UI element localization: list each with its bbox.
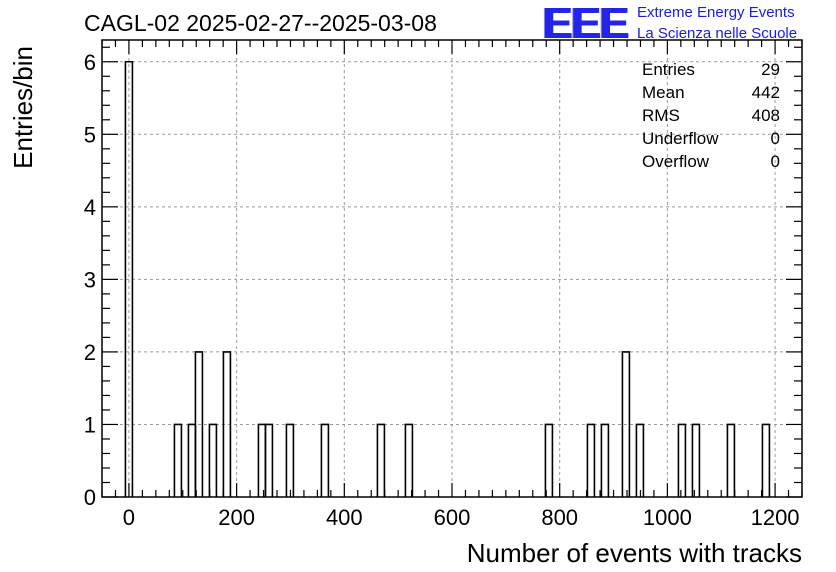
stat-label: Mean bbox=[642, 83, 685, 102]
stat-value: 408 bbox=[751, 106, 780, 125]
stat-label: Overflow bbox=[642, 152, 710, 171]
histogram-bar bbox=[586, 423, 596, 497]
x-tick-label: 800 bbox=[541, 505, 578, 530]
histogram-bar bbox=[173, 423, 183, 497]
histogram-bar bbox=[635, 423, 645, 497]
y-tick-label: 2 bbox=[84, 340, 96, 365]
x-tick-label: 600 bbox=[434, 505, 471, 530]
histogram-bar bbox=[264, 423, 274, 497]
y-tick-label: 5 bbox=[84, 122, 96, 147]
histogram-bar bbox=[726, 423, 736, 497]
chart-title: CAGL-02 2025-02-27--2025-03-08 bbox=[84, 10, 437, 36]
histogram-bars bbox=[124, 60, 771, 497]
histogram-bar bbox=[124, 60, 134, 497]
histogram-bar bbox=[222, 351, 232, 497]
histogram-bar bbox=[194, 351, 204, 497]
histogram-bar bbox=[544, 423, 554, 497]
stat-value: 29 bbox=[761, 60, 780, 79]
x-tick-label: 1000 bbox=[643, 505, 692, 530]
x-tick-label: 0 bbox=[123, 505, 135, 530]
stats-box: Entries 29 Mean 442 RMS 408 Underflow 0 … bbox=[642, 60, 780, 175]
histogram-bar bbox=[257, 423, 267, 497]
y-tick-label: 6 bbox=[84, 50, 96, 75]
stat-row-underflow: Underflow 0 bbox=[642, 129, 780, 152]
stat-value: 0 bbox=[770, 152, 780, 171]
stat-row-rms: RMS 408 bbox=[642, 106, 780, 129]
y-tick-label: 1 bbox=[84, 412, 96, 437]
histogram-bar bbox=[285, 423, 295, 497]
histogram-bar bbox=[376, 423, 386, 497]
histogram-bar bbox=[691, 423, 701, 497]
histogram-bar bbox=[187, 423, 197, 497]
x-tick-label: 200 bbox=[218, 505, 255, 530]
histogram-bar bbox=[320, 423, 330, 497]
stat-label: RMS bbox=[642, 106, 680, 125]
stat-row-mean: Mean 442 bbox=[642, 83, 780, 106]
histogram-bar bbox=[677, 423, 687, 497]
logo-line-2: La Scienza nelle Scuole bbox=[637, 25, 798, 42]
histogram-bar bbox=[404, 423, 414, 497]
logo-line-1: Extreme Energy Events bbox=[637, 4, 795, 21]
grid-lines bbox=[102, 40, 802, 497]
stat-label: Entries bbox=[642, 60, 695, 79]
histogram-bar bbox=[761, 423, 771, 497]
x-tick-labels: 0 200 400 600 800 1000 1200 bbox=[123, 505, 800, 530]
x-tick-label: 1200 bbox=[751, 505, 800, 530]
stat-value: 0 bbox=[770, 129, 780, 148]
y-axis-label: Entries/bin bbox=[8, 46, 38, 169]
x-axis-label: Number of events with tracks bbox=[467, 538, 802, 568]
histogram-bar bbox=[600, 423, 610, 497]
y-tick-labels: 0 1 2 3 4 5 6 bbox=[84, 50, 96, 510]
y-tick-label: 3 bbox=[84, 267, 96, 292]
y-tick-label: 0 bbox=[84, 485, 96, 510]
y-tick-label: 4 bbox=[84, 195, 96, 220]
stat-label: Underflow bbox=[642, 129, 719, 148]
x-tick-label: 400 bbox=[326, 505, 363, 530]
plot-frame bbox=[101, 39, 803, 498]
histogram-bar bbox=[621, 351, 631, 497]
histogram-bar bbox=[208, 423, 218, 497]
stat-row-overflow: Overflow 0 bbox=[642, 152, 780, 175]
stat-value: 442 bbox=[751, 83, 780, 102]
stat-row-entries: Entries 29 bbox=[642, 60, 780, 83]
